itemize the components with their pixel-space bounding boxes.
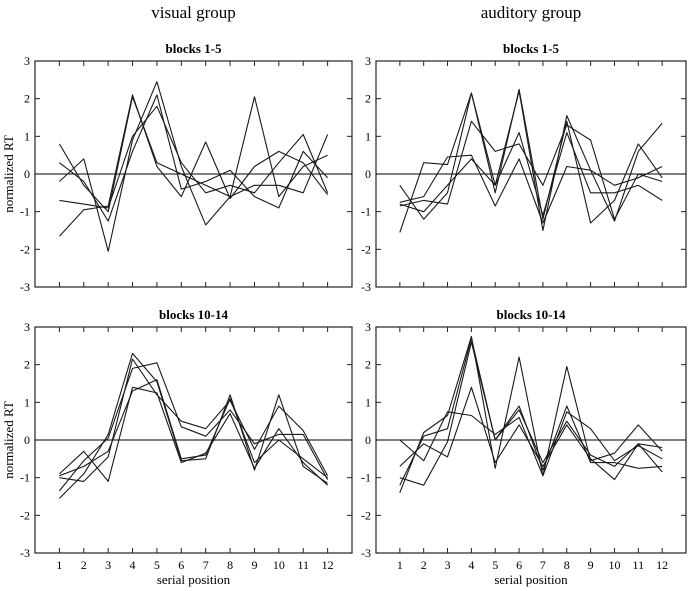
series-line-s4 [58, 94, 329, 237]
y-tick-label: -3 [20, 546, 30, 560]
x-tick-label: 6 [178, 558, 184, 572]
y-tick-label: -1 [20, 205, 30, 219]
x-tick-label: 12 [322, 558, 334, 572]
series-line-s3 [59, 105, 329, 209]
panel-title: blocks 10-14 [159, 307, 228, 322]
series-line-s5 [399, 337, 663, 486]
y-tick-label: 0 [365, 433, 371, 447]
y-tick-label: 1 [365, 129, 371, 143]
series-line-s5 [59, 379, 328, 479]
series-line-s1 [59, 352, 328, 499]
y-tick-label: 2 [24, 92, 30, 106]
series-line-s2 [59, 81, 328, 252]
series-line-s3 [59, 386, 328, 486]
x-tick-label: 3 [105, 558, 111, 572]
x-tick-label: 12 [656, 558, 668, 572]
column-title: visual group [151, 3, 236, 22]
y-axis-label: normalized RT [1, 401, 16, 479]
y-tick-label: 0 [365, 167, 371, 181]
y-tick-label: -3 [361, 546, 371, 560]
x-tick-label: 1 [397, 558, 403, 572]
x-axis-label: serial position [157, 572, 231, 587]
y-tick-label: 3 [24, 54, 30, 68]
series-line-s2 [399, 154, 663, 224]
x-tick-label: 10 [273, 558, 285, 572]
y-tick-label: 3 [365, 54, 371, 68]
y-tick-label: -3 [361, 280, 371, 294]
x-tick-label: 4 [468, 558, 474, 572]
panel-title: blocks 1-5 [166, 41, 222, 56]
series-line-s5 [59, 94, 329, 222]
series-line-s1 [399, 335, 663, 493]
y-tick-label: -2 [361, 508, 371, 522]
series-line-s4 [399, 120, 663, 220]
y-tick-label: 2 [365, 92, 371, 106]
x-tick-label: 3 [445, 558, 451, 572]
series-line-s4 [58, 362, 329, 492]
panel-2: auditory group blocks 1-5 -3 -2 -1 0 1 2 3 [361, 3, 687, 294]
y-axis-label: normalized RT [1, 135, 16, 213]
x-tick-label: 7 [540, 558, 546, 572]
column-title: auditory group [481, 3, 582, 22]
series-line-s3 [399, 341, 663, 486]
x-tick-label: 5 [492, 558, 498, 572]
x-tick-label: 2 [421, 558, 427, 572]
x-tick-label: 9 [588, 558, 594, 572]
x-tick-label: 5 [154, 558, 160, 572]
panel-title: blocks 1-5 [503, 41, 559, 56]
x-tick-label: 10 [608, 558, 620, 572]
x-tick-label: 6 [516, 558, 522, 572]
x-tick-label: 11 [633, 558, 645, 572]
y-tick-label: -2 [20, 508, 30, 522]
series-line-s1 [399, 90, 663, 233]
series-line-s4 [399, 386, 663, 481]
x-tick-label: 8 [564, 558, 570, 572]
y-tick-label: 0 [24, 167, 30, 181]
x-tick-label: 11 [297, 558, 309, 572]
y-tick-label: 2 [24, 358, 30, 372]
y-tick-label: 3 [24, 320, 30, 334]
y-tick-label: 1 [24, 395, 30, 409]
y-tick-label: 2 [365, 358, 371, 372]
y-tick-label: 3 [365, 320, 371, 334]
y-tick-label: -3 [20, 280, 30, 294]
x-tick-label: 9 [251, 558, 257, 572]
y-tick-label: 1 [365, 395, 371, 409]
x-tick-label: 4 [130, 558, 136, 572]
x-axis-label: serial position [494, 572, 568, 587]
y-tick-label: -2 [20, 242, 30, 256]
x-tick-label: 7 [203, 558, 209, 572]
series-line-s2 [59, 358, 329, 482]
y-tick-label: 0 [24, 433, 30, 447]
y-tick-label: 1 [24, 129, 30, 143]
y-tick-label: -1 [361, 471, 371, 485]
y-tick-label: -2 [361, 242, 371, 256]
series-line-s5 [399, 132, 663, 216]
y-tick-label: -1 [20, 471, 30, 485]
y-tick-label: -1 [361, 205, 371, 219]
panel-1: visual group blocks 1-5 -3 -2 -1 0 1 2 3 normaliz… [1, 3, 353, 294]
x-tick-label: 1 [56, 558, 62, 572]
panel-title: blocks 10-14 [497, 307, 566, 322]
x-tick-label: 2 [81, 558, 87, 572]
x-tick-label: 8 [227, 558, 233, 572]
